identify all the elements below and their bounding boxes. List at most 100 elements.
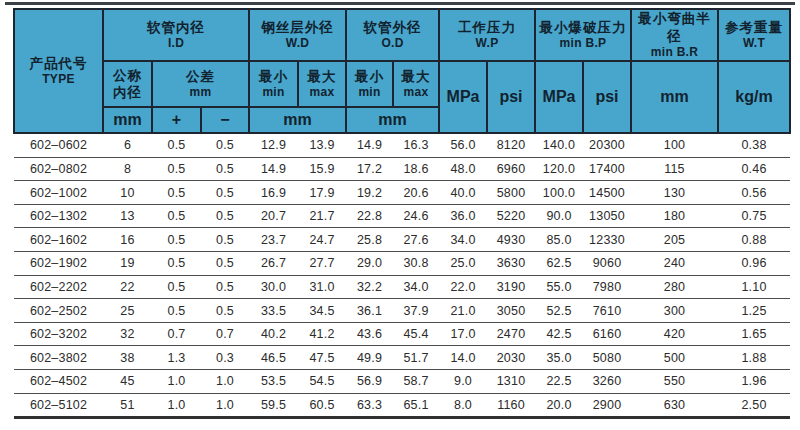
table-row: 602–1602 16 0.5 0.5 23.7 24.7 25.8 27.6 … [14, 228, 790, 252]
cell-wp-psi: 5220 [487, 204, 535, 228]
table-row: 602–2502 25 0.5 0.5 33.5 34.5 36.1 37.9 … [14, 299, 790, 323]
header-wp-group-zh: 工作压力 [440, 19, 534, 37]
header-od-group-en: O.D [347, 36, 438, 51]
cell-product-code: 602–1602 [14, 228, 103, 252]
cell-tolerance-plus: 0.5 [152, 157, 201, 181]
cell-bp-mpa: 20.0 [535, 393, 583, 418]
header-od-unit: mm [346, 107, 439, 133]
header-tolerance-zh: 公差 [153, 68, 248, 86]
cell-od-max: 18.6 [393, 157, 439, 181]
header-br-group: 最小弯曲半径 min B.R [631, 9, 718, 61]
cell-tolerance-minus: 0.5 [201, 299, 249, 323]
cell-wp-psi: 3630 [487, 252, 535, 276]
header-tolerance-plus: + [152, 107, 201, 133]
cell-od-min: 43.6 [346, 322, 393, 346]
header-od-group: 软管外径 O.D [346, 9, 439, 61]
cell-br-mm: 205 [631, 228, 718, 252]
cell-od-max: 30.8 [393, 252, 439, 276]
cell-wd-min: 53.5 [249, 370, 298, 394]
cell-tolerance-minus: 0.5 [201, 204, 249, 228]
header-br-group-en: min B.R [632, 45, 717, 60]
cell-wd-max: 31.0 [298, 275, 346, 299]
cell-bp-psi: 17400 [583, 157, 631, 181]
cell-br-mm: 130 [631, 181, 718, 205]
cell-wp-psi: 3190 [487, 275, 535, 299]
cell-tolerance-minus: 0.3 [201, 346, 249, 370]
cell-nominal-id: 32 [103, 322, 152, 346]
cell-bp-psi: 7610 [583, 299, 631, 323]
cell-bp-mpa: 85.0 [535, 228, 583, 252]
cell-wt-kgm: 1.25 [718, 299, 790, 323]
cell-nominal-id: 16 [103, 228, 152, 252]
cell-tolerance-minus: 1.0 [201, 370, 249, 394]
cell-wt-kgm: 0.56 [718, 181, 790, 205]
page: 产品代号 TYPE 软管内径 I.D 钢丝层外径 W.D 软管外径 O.D 工作… [0, 0, 800, 430]
cell-wd-max: 24.7 [298, 228, 346, 252]
cell-od-min: 36.1 [346, 299, 393, 323]
cell-product-code: 602–1902 [14, 252, 103, 276]
cell-tolerance-plus: 0.5 [152, 204, 201, 228]
header-od-min: 最小 min [346, 61, 393, 107]
header-wd-group-en: W.D [250, 36, 345, 51]
cell-tolerance-plus: 1.3 [152, 346, 201, 370]
cell-bp-psi: 9060 [583, 252, 631, 276]
cell-wd-min: 40.2 [249, 322, 298, 346]
table-header: 产品代号 TYPE 软管内径 I.D 钢丝层外径 W.D 软管外径 O.D 工作… [14, 9, 790, 133]
table-row: 602–5102 51 1.0 1.0 59.5 60.5 63.3 65.1 … [14, 393, 790, 418]
cell-wd-min: 12.9 [249, 133, 298, 157]
cell-wt-kgm: 1.10 [718, 275, 790, 299]
cell-br-mm: 280 [631, 275, 718, 299]
cell-br-mm: 630 [631, 393, 718, 418]
cell-od-max: 34.0 [393, 275, 439, 299]
header-wd-group-zh: 钢丝层外径 [250, 19, 345, 37]
header-product-code-zh: 产品代号 [15, 55, 102, 73]
cell-tolerance-minus: 0.5 [201, 275, 249, 299]
cell-bp-mpa: 35.0 [535, 346, 583, 370]
max-label-en: max [394, 85, 438, 100]
table-row: 602–1002 10 0.5 0.5 16.9 17.9 19.2 20.6 … [14, 181, 790, 205]
cell-br-mm: 180 [631, 204, 718, 228]
cell-br-mm: 300 [631, 299, 718, 323]
max-label-en: max [299, 85, 345, 100]
cell-wt-kgm: 1.88 [718, 346, 790, 370]
cell-product-code: 602–2502 [14, 299, 103, 323]
cell-wt-kgm: 0.96 [718, 252, 790, 276]
cell-od-max: 45.4 [393, 322, 439, 346]
cell-nominal-id: 19 [103, 252, 152, 276]
header-br-unit: mm [631, 61, 718, 133]
header-bp-group-zh: 最小爆破压力 [536, 19, 630, 37]
cell-wd-min: 20.7 [249, 204, 298, 228]
cell-tolerance-plus: 0.7 [152, 322, 201, 346]
cell-wd-max: 21.7 [298, 204, 346, 228]
header-bp-group-en: min B.P [536, 36, 630, 51]
cell-product-code: 602–1002 [14, 181, 103, 205]
cell-bp-mpa: 120.0 [535, 157, 583, 181]
cell-bp-psi: 20300 [583, 133, 631, 157]
cell-od-max: 27.6 [393, 228, 439, 252]
header-row-groups: 产品代号 TYPE 软管内径 I.D 钢丝层外径 W.D 软管外径 O.D 工作… [14, 9, 790, 61]
cell-wd-max: 41.2 [298, 322, 346, 346]
header-wp-psi: psi [487, 61, 535, 133]
cell-wp-psi: 3050 [487, 299, 535, 323]
cell-od-min: 14.9 [346, 133, 393, 157]
cell-tolerance-plus: 1.0 [152, 370, 201, 394]
cell-od-min: 22.8 [346, 204, 393, 228]
cell-wp-mpa: 17.0 [439, 322, 487, 346]
table-row: 602–4502 45 1.0 1.0 53.5 54.5 56.9 58.7 … [14, 370, 790, 394]
cell-od-min: 32.2 [346, 275, 393, 299]
cell-wd-max: 15.9 [298, 157, 346, 181]
cell-wp-mpa: 34.0 [439, 228, 487, 252]
cell-bp-psi: 7980 [583, 275, 631, 299]
cell-wd-max: 47.5 [298, 346, 346, 370]
cell-wd-min: 59.5 [249, 393, 298, 418]
header-tolerance-minus: − [201, 107, 249, 133]
cell-tolerance-plus: 0.5 [152, 133, 201, 157]
cell-nominal-id: 10 [103, 181, 152, 205]
cell-wt-kgm: 1.65 [718, 322, 790, 346]
cell-tolerance-minus: 0.5 [201, 157, 249, 181]
cell-bp-mpa: 42.5 [535, 322, 583, 346]
header-nominal-id-line2: 内径 [104, 84, 151, 102]
table-row: 602–0602 6 0.5 0.5 12.9 13.9 14.9 16.3 5… [14, 133, 790, 157]
cell-wp-psi: 1160 [487, 393, 535, 418]
header-wp-group-en: W.P [440, 36, 534, 51]
